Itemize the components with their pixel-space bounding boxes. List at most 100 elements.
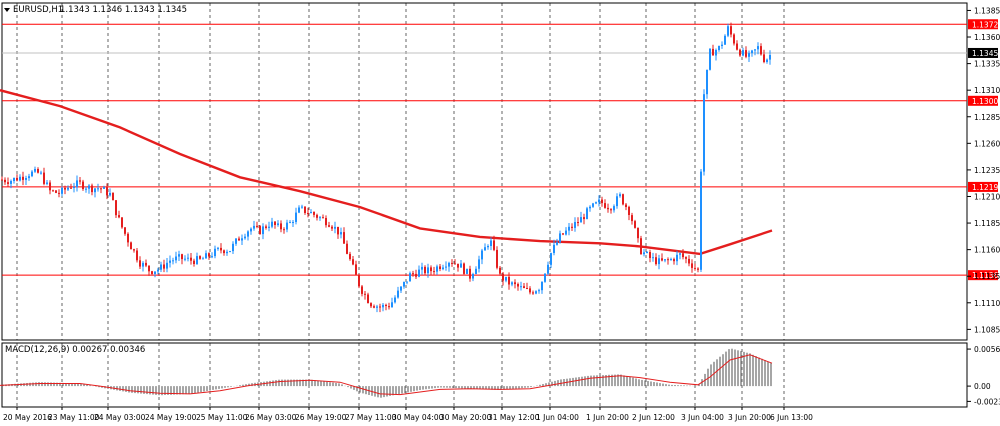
time-tick-label: 26 May 03:00 [245,413,297,422]
candle-body [4,179,6,183]
candle-body [550,253,552,265]
candle-body [124,227,126,234]
candle-body [184,258,186,260]
dropdown-triangle-icon[interactable] [4,8,10,12]
price-tick-label: 1.1160 [974,246,1000,255]
candle-body [94,188,96,193]
candle-body [478,259,480,269]
candle-body [100,188,102,190]
candle-body [361,286,363,294]
level-price-badge [968,19,998,30]
price-tick-label: 1.1210 [974,192,1000,201]
candle-body [571,226,573,228]
candle-body [532,292,534,294]
candle-body [277,223,279,225]
candle-body [649,252,651,258]
candle-body [52,190,54,192]
candle-body [715,50,717,56]
candle-body [31,171,33,177]
candle-body [331,226,333,229]
candle-body [589,206,591,209]
price-tick-label: 1.1185 [974,219,1000,228]
candle-body [46,182,48,184]
candle-body [319,217,321,219]
candle-body [220,247,222,251]
candle-body [538,290,540,292]
candle-body [463,263,465,274]
candle-body [391,302,393,308]
candle-body [736,43,738,50]
candle-body [766,59,768,62]
candle-body [517,284,519,287]
macd-axis: 0.00567 0.00 -0.00234 [967,345,1000,406]
candle-body [64,187,66,190]
candle-body [1,179,3,181]
candle-body [694,267,696,269]
candle-body [61,187,63,194]
moving-average-line [0,89,773,256]
candle-body [379,306,381,308]
price-tick-label: 1.1385 [974,6,1000,15]
time-tick-label: 23 May 11:00 [48,413,100,422]
price-tick-label: 1.1285 [974,113,1000,122]
price-tick-label: 1.1235 [974,166,1000,175]
candle-body [181,254,183,260]
chart-header: EURUSD,H1 1.1343 1.1346 1.1343 1.1345 [4,5,187,15]
candle-body [337,226,339,235]
candle-body [202,258,204,260]
candle-body [655,257,657,265]
macd-pane[interactable] [0,342,968,408]
candle-body [424,266,426,274]
candle-body [403,281,405,287]
candle-body [325,218,327,226]
candle-body [160,264,162,270]
candle-body [157,269,159,272]
candle-body [373,306,375,308]
candle-body [673,259,675,262]
price-pane[interactable]: 1.1372 1.1300 1.1219 1.1136 1.1345 [0,2,998,341]
candle-body [85,188,87,190]
candle-body [700,171,702,270]
candle-body [115,200,117,216]
candle-body [595,202,597,204]
candle-body [109,193,111,196]
candle-body [280,223,282,230]
candle-body [613,206,615,211]
time-grid [16,3,785,407]
candle-body [442,267,444,270]
price-tick-label: 1.1110 [974,299,1000,308]
candle-body [448,262,450,267]
candle-body [502,273,504,281]
level-price-label: 1.1219 [972,183,998,192]
candle-body [238,238,240,241]
price-tick-label: 1.1335 [974,60,1000,69]
candle-body [511,282,513,285]
candle-body [697,268,699,270]
candle-body [91,185,93,193]
macd-pane-border [1,342,968,408]
candle-body [151,271,153,274]
candle-body [421,266,423,270]
candle-body [406,281,408,283]
candle-body [142,262,144,267]
candle-body [376,306,378,308]
candle-body [727,26,729,36]
candle-body [298,207,300,213]
horizontal-levels[interactable]: 1.1372 1.1300 1.1219 1.1136 [2,19,998,281]
candle-body [175,256,177,261]
candle-body [418,269,420,277]
candle-body [253,225,255,229]
candle-body [283,229,285,231]
candle-body [139,260,141,267]
time-tick-label: 20 May 2016 [3,413,52,422]
candle-body [385,304,387,306]
macd-signal-line [0,354,773,396]
candle-body [634,221,636,228]
candle-body [133,249,135,251]
candle-body [235,238,237,244]
candle-body [481,250,483,260]
candle-body [364,293,366,295]
candle-body [604,203,606,208]
